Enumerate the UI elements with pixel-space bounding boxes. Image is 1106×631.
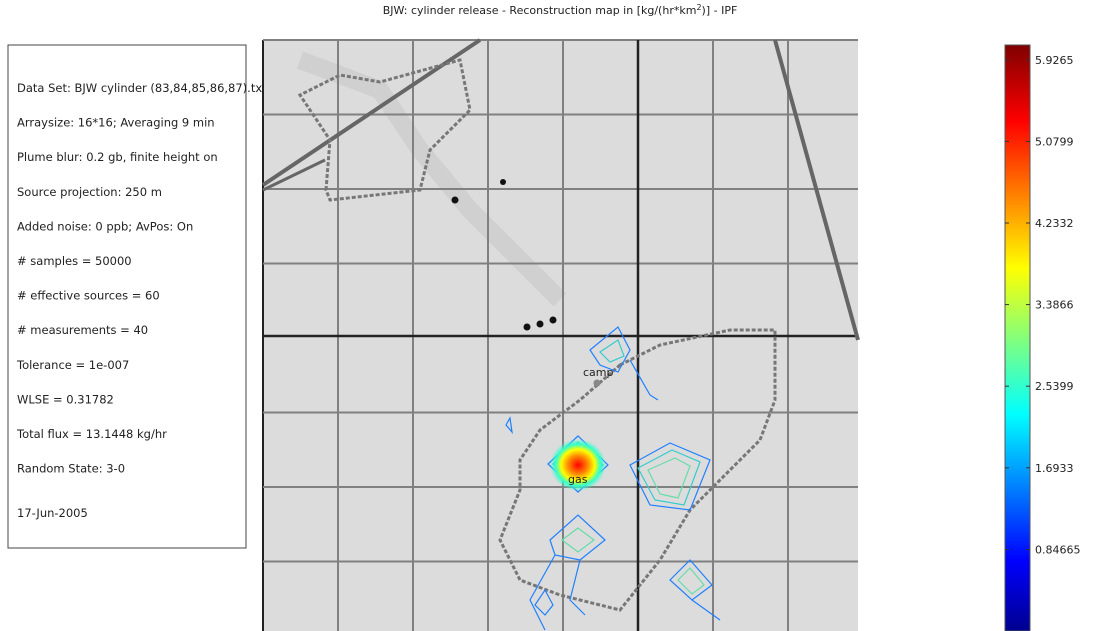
info-line: Added noise: 0 ppb; AvPos: On bbox=[17, 219, 193, 233]
title-text: )] - IPF bbox=[702, 4, 738, 17]
info-line: # measurements = 40 bbox=[17, 323, 148, 337]
colorbar-tick-label: 2.5399 bbox=[1035, 380, 1074, 393]
info-line: 17-Jun-2005 bbox=[17, 506, 88, 520]
map-label: gas bbox=[568, 473, 588, 486]
title-text: BJW: cylinder release - Reconstruction m… bbox=[383, 4, 697, 17]
info-line: Data Set: BJW cylinder (83,84,85,86,87).… bbox=[17, 81, 267, 95]
info-line: Source projection: 250 m bbox=[17, 185, 162, 199]
colorbar-tick-label: 5.9265 bbox=[1035, 54, 1074, 67]
info-line: Plume blur: 0.2 gb, finite height on bbox=[17, 150, 218, 164]
colorbar-tick-label: 0.84665 bbox=[1035, 543, 1081, 556]
colorbar bbox=[1005, 45, 1030, 631]
info-line: # effective sources = 60 bbox=[17, 289, 160, 303]
colorbar-tick-label: 1.6933 bbox=[1035, 462, 1074, 475]
info-line: Tolerance = 1e-007 bbox=[16, 358, 129, 372]
info-line: # samples = 50000 bbox=[17, 254, 132, 268]
map: camp gas bbox=[263, 40, 858, 631]
figure-canvas: BJW: cylinder release - Reconstruction m… bbox=[0, 0, 1106, 631]
colorbar-tick-label: 4.2332 bbox=[1035, 217, 1074, 230]
info-line: Arraysize: 16*16; Averaging 9 min bbox=[17, 116, 215, 130]
info-line: Random State: 3-0 bbox=[17, 462, 125, 476]
camp-marker bbox=[594, 380, 601, 387]
colorbar-tick-label: 3.3866 bbox=[1035, 299, 1074, 312]
title: BJW: cylinder release - Reconstruction m… bbox=[383, 3, 738, 17]
info-line: WLSE = 0.31782 bbox=[17, 392, 114, 406]
info-line: Total flux = 13.1448 kg/hr bbox=[16, 427, 167, 441]
figure: BJW: cylinder release - Reconstruction m… bbox=[0, 0, 1106, 631]
colorbar-tick-label: 5.0799 bbox=[1035, 135, 1074, 148]
